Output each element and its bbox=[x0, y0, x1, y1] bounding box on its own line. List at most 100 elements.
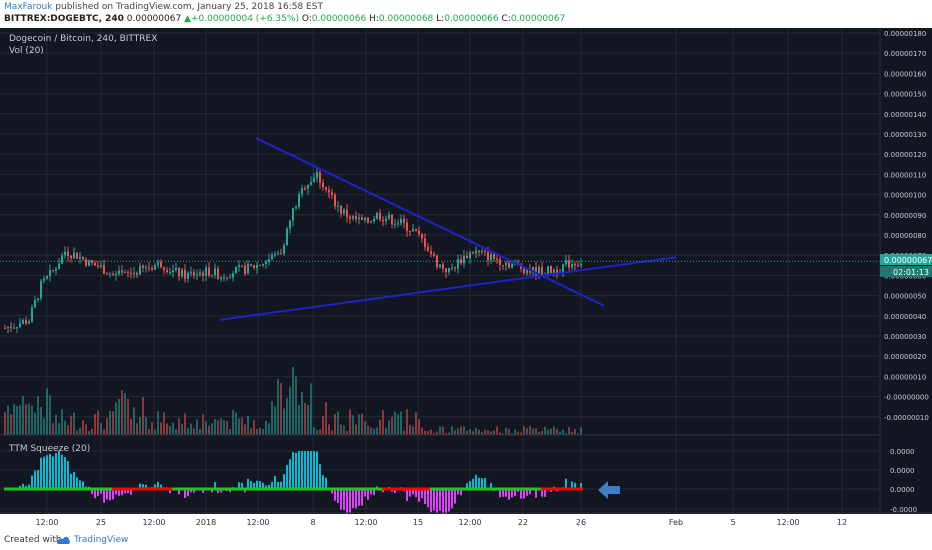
squeeze-dot bbox=[331, 487, 334, 491]
squeeze-axis[interactable]: 0.0000 0.0000 0.0000 -0.0000 bbox=[890, 448, 917, 514]
trendline-descending[interactable] bbox=[255, 137, 605, 307]
squeeze-bar bbox=[310, 451, 312, 489]
squeeze-bar bbox=[478, 477, 480, 489]
volume-bar bbox=[415, 412, 417, 435]
volume-bar bbox=[304, 403, 306, 435]
candle-body bbox=[304, 188, 306, 190]
squeeze-dot bbox=[574, 487, 577, 491]
candle-body bbox=[139, 265, 141, 275]
squeeze-dot bbox=[487, 487, 490, 491]
volume-bar bbox=[61, 409, 63, 435]
squeeze-bar bbox=[106, 489, 108, 500]
squeeze-dot bbox=[400, 487, 403, 491]
volume-bar bbox=[568, 427, 570, 435]
tradingview-link[interactable]: TradingView bbox=[74, 535, 129, 545]
squeeze-dot bbox=[169, 487, 172, 491]
volume-bar bbox=[466, 430, 468, 435]
squeeze-dot bbox=[346, 487, 349, 491]
time-axis-bg bbox=[0, 514, 932, 532]
volume-bar bbox=[445, 432, 447, 435]
volume-bar bbox=[154, 429, 156, 435]
time-tick-label: 12 bbox=[837, 518, 847, 527]
candle-body bbox=[481, 251, 483, 253]
volume-bar bbox=[70, 415, 72, 435]
price-axis[interactable]: 0.00000180 0.00000170 0.00000160 0.00000150… bbox=[884, 30, 929, 422]
volume-bar bbox=[553, 426, 555, 435]
squeeze-bar bbox=[247, 479, 249, 489]
squeeze-bar bbox=[127, 489, 129, 493]
squeeze-bar bbox=[466, 483, 468, 489]
close-value: 0.00000067 bbox=[510, 14, 566, 24]
price-tick-label: 0.00000020 bbox=[884, 353, 926, 361]
squeeze-bar bbox=[337, 489, 339, 504]
squeeze-dot bbox=[22, 487, 25, 491]
squeeze-bar bbox=[55, 453, 57, 489]
volume-bar bbox=[79, 427, 81, 435]
candle-body bbox=[106, 273, 108, 275]
volume-bar bbox=[136, 423, 138, 435]
squeeze-bar bbox=[139, 483, 141, 489]
volume-bar bbox=[541, 430, 543, 435]
volume-bar bbox=[289, 386, 291, 435]
volume-bar bbox=[4, 412, 6, 435]
volume-bar bbox=[226, 420, 228, 435]
candle-body bbox=[346, 209, 348, 217]
candle-body bbox=[478, 250, 480, 252]
candle-body bbox=[73, 252, 75, 258]
volume-bar bbox=[463, 426, 465, 435]
squeeze-dot bbox=[223, 487, 226, 491]
candle-body bbox=[154, 265, 156, 270]
squeeze-dot bbox=[238, 487, 241, 491]
squeeze-bar bbox=[58, 451, 60, 489]
squeeze-bar bbox=[91, 489, 93, 495]
squeeze-dot bbox=[235, 487, 238, 491]
candle-body bbox=[391, 214, 393, 225]
time-axis[interactable]: 12:00 25 12:00 2018 12:00 8 12:00 15 12:00 22 26 Fe… bbox=[0, 514, 932, 532]
squeeze-bar bbox=[331, 489, 333, 494]
candle-body bbox=[463, 255, 465, 264]
squeeze-dot bbox=[184, 487, 187, 491]
candle-body bbox=[505, 262, 507, 266]
price-tick-label: 0.00000130 bbox=[884, 131, 926, 139]
trendlines[interactable] bbox=[0, 137, 880, 321]
candlestick-series[interactable] bbox=[4, 166, 582, 334]
volume-bar bbox=[76, 430, 78, 435]
candle-body bbox=[97, 265, 99, 267]
squeeze-bar bbox=[571, 481, 573, 489]
price-tag: 0.00000067 02:01:13 bbox=[880, 254, 932, 277]
price-tick-label: 0.00000040 bbox=[884, 313, 926, 321]
squeeze-bar bbox=[382, 489, 384, 493]
squeeze-dot bbox=[262, 487, 265, 491]
candle-body bbox=[436, 255, 438, 268]
squeeze-bar bbox=[187, 489, 189, 497]
chart-canvas[interactable]: 0.00000180 0.00000170 0.00000160 0.00000150… bbox=[0, 28, 932, 532]
candle-body bbox=[181, 269, 183, 277]
volume-bar bbox=[214, 419, 216, 435]
squeeze-dot bbox=[208, 487, 211, 491]
candle-body bbox=[109, 273, 111, 275]
squeeze-tick-label: 0.0000 bbox=[890, 467, 915, 475]
squeeze-bar bbox=[190, 489, 192, 493]
squeeze-dot bbox=[268, 487, 271, 491]
volume-bar bbox=[49, 395, 51, 435]
candle-body bbox=[235, 267, 237, 274]
volume-bar bbox=[7, 405, 9, 435]
squeeze-bar bbox=[244, 489, 246, 493]
squeeze-dot bbox=[451, 487, 454, 491]
volume-bar bbox=[382, 410, 384, 435]
candle-body bbox=[331, 192, 333, 195]
candle-body bbox=[526, 269, 528, 274]
squeeze-dot bbox=[16, 487, 19, 491]
squeeze-bar bbox=[94, 489, 96, 499]
trendline-ascending[interactable] bbox=[219, 256, 677, 321]
volume-bar bbox=[487, 430, 489, 435]
author-link[interactable]: MaxFarouk bbox=[4, 2, 53, 12]
squeeze-dot bbox=[550, 487, 553, 491]
volume-bar bbox=[556, 428, 558, 435]
candle-body bbox=[226, 277, 228, 279]
candle-body bbox=[58, 263, 60, 270]
volume-bar bbox=[82, 420, 84, 435]
volume-bar bbox=[364, 421, 366, 435]
volume-bar bbox=[475, 427, 477, 435]
squeeze-bar bbox=[211, 489, 213, 493]
